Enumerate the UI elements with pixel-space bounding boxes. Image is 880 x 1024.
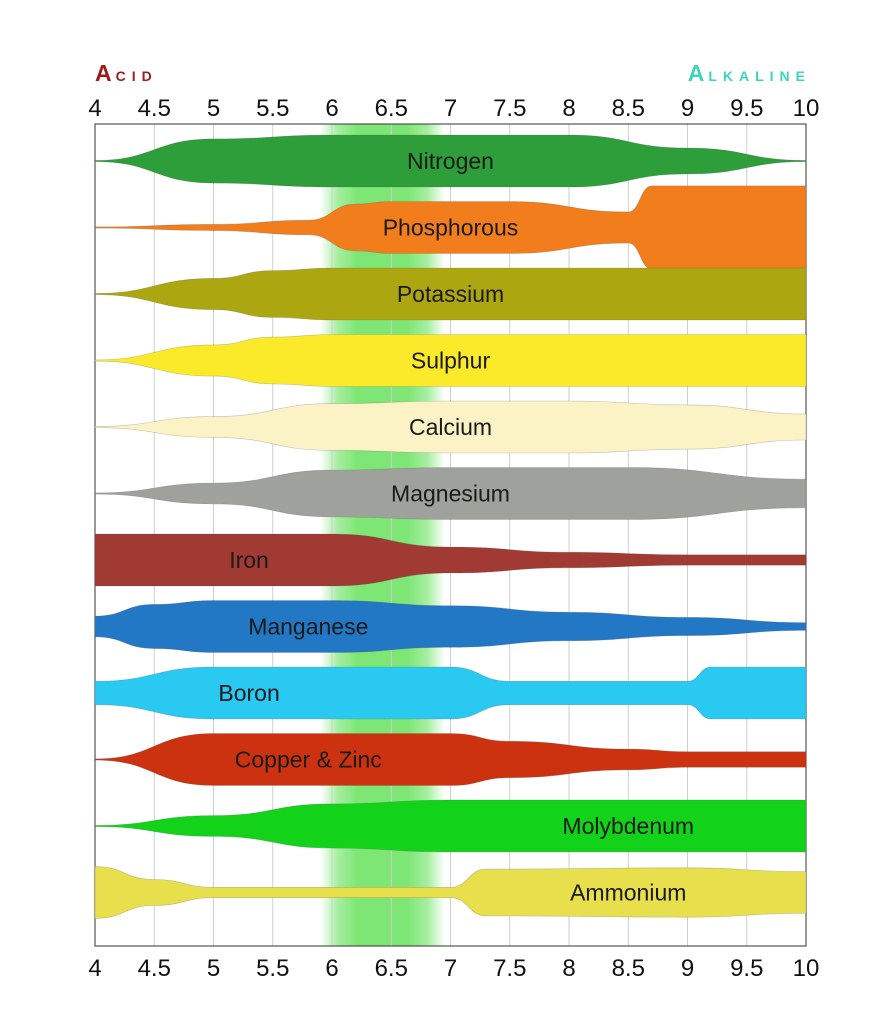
alkaline-label: A LKALINE <box>688 60 811 86</box>
nutrient-band <box>94 799 807 853</box>
nutrient-band <box>94 400 807 454</box>
x-tick-label-bottom: 7.5 <box>493 955 526 982</box>
x-axis-bottom: 4 4.5 5 5.5 6 6.5 7 7.5 8 8.5 9 9.5 10 <box>88 955 819 982</box>
acid-label: A CID <box>95 60 158 86</box>
nutrient-band <box>94 866 807 919</box>
alkaline-label-initial: A <box>688 60 705 86</box>
x-tick-label-bottom: 4.5 <box>138 955 171 982</box>
x-axis-top: 4 4.5 5 5.5 6 6.5 7 7.5 8 8.5 9 9.5 10 <box>88 95 819 122</box>
x-tick-label-bottom: 9 <box>681 955 694 982</box>
nutrient-label: Molybdenum <box>562 813 694 839</box>
acid-label-initial: A <box>95 60 112 86</box>
nutrient-band <box>94 600 807 653</box>
nutrient-labels: Nitrogen Phosphorous Potassium Sulphur Calci… <box>218 148 694 906</box>
nutrient-label: Manganese <box>248 614 368 640</box>
x-tick-label-bottom: 6 <box>325 955 338 982</box>
acid-label-rest: CID <box>116 68 158 84</box>
nutrient-band <box>94 267 807 321</box>
nutrient-label: Ammonium <box>570 880 686 906</box>
nutrient-label: Phosphorous <box>383 215 519 241</box>
x-tick-label-top: 8.5 <box>612 95 645 122</box>
x-tick-label-bottom: 4 <box>88 955 101 982</box>
nutrient-label: Calcium <box>409 414 492 440</box>
nutrient-bands <box>94 134 807 919</box>
x-tick-label-top: 4.5 <box>138 95 171 122</box>
x-tick-label-bottom: 9.5 <box>730 955 763 982</box>
nutrient-label: Magnesium <box>391 481 510 507</box>
x-tick-label-bottom: 8 <box>562 955 575 982</box>
x-tick-label-top: 6.5 <box>375 95 408 122</box>
nutrient-band <box>94 733 807 786</box>
alkaline-label-rest: LKALINE <box>708 68 811 84</box>
x-tick-label-top: 9.5 <box>730 95 763 122</box>
x-tick-label-bottom: 6.5 <box>375 955 408 982</box>
nutrient-band <box>94 467 807 520</box>
x-tick-label-bottom: 5 <box>207 955 220 982</box>
nutrient-label: Potassium <box>397 281 504 307</box>
nutrient-band <box>94 533 807 587</box>
x-tick-label-bottom: 5.5 <box>256 955 289 982</box>
x-tick-label-top: 7 <box>444 95 457 122</box>
x-tick-label-top: 7.5 <box>493 95 526 122</box>
nutrient-label: Nitrogen <box>407 148 494 174</box>
nutrient-band <box>94 666 807 720</box>
x-tick-label-bottom: 8.5 <box>612 955 645 982</box>
x-tick-label-bottom: 10 <box>793 955 820 982</box>
nutrient-label: Copper & Zinc <box>235 747 382 773</box>
x-tick-label-bottom: 7 <box>444 955 457 982</box>
x-tick-label-top: 4 <box>88 95 101 122</box>
nutrient-band <box>94 134 807 188</box>
nutrient-label: Boron <box>218 680 279 706</box>
x-tick-label-top: 5.5 <box>256 95 289 122</box>
x-tick-label-top: 6 <box>325 95 338 122</box>
nutrient-label: Iron <box>229 547 269 573</box>
nutrient-band <box>94 334 807 387</box>
x-tick-label-top: 10 <box>793 95 820 122</box>
nutrient-label: Sulphur <box>411 348 491 374</box>
x-tick-label-top: 5 <box>207 95 220 122</box>
x-tick-label-top: 8 <box>562 95 575 122</box>
x-tick-label-top: 9 <box>681 95 694 122</box>
